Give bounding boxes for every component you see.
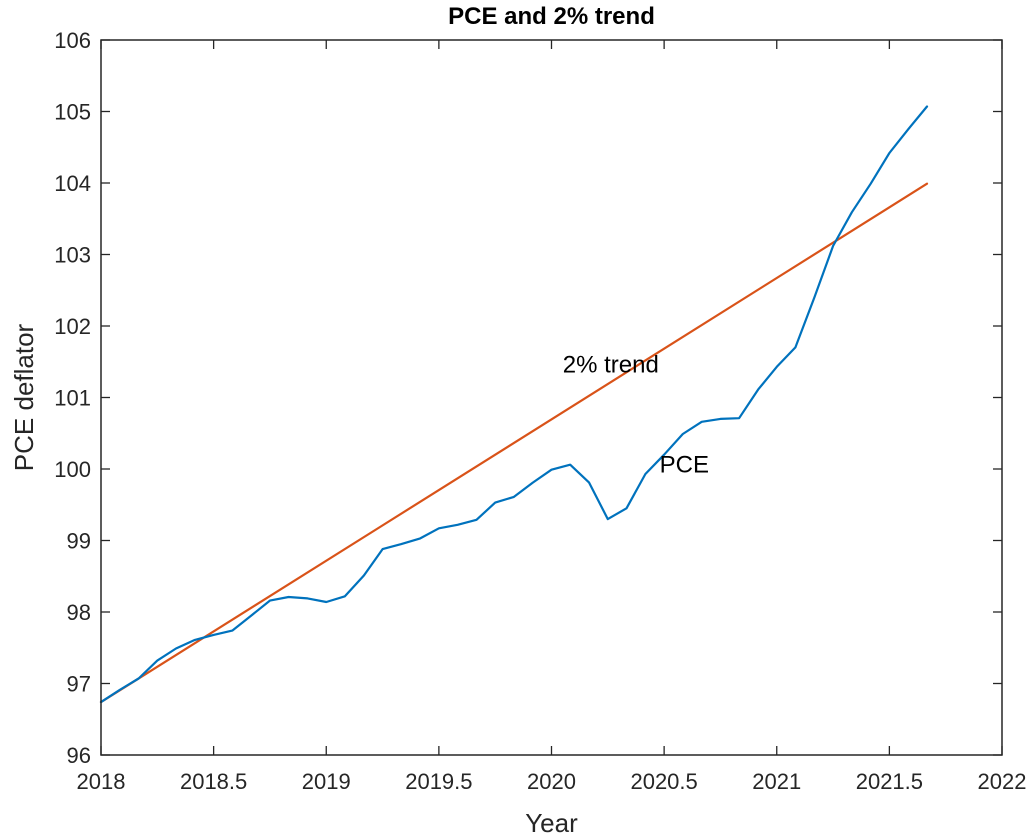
y-tick-label: 106 bbox=[54, 28, 91, 53]
y-tick-label: 101 bbox=[54, 386, 91, 411]
x-tick-label: 2021.5 bbox=[856, 769, 923, 794]
chart-title: PCE and 2% trend bbox=[448, 3, 655, 30]
pce-line bbox=[99, 105, 929, 704]
plot-box bbox=[100, 39, 1003, 756]
y-tick-label: 96 bbox=[67, 743, 91, 768]
y-tick-label: 97 bbox=[67, 672, 91, 697]
y-tick-label: 104 bbox=[54, 171, 91, 196]
x-axis-label: Year bbox=[525, 808, 578, 837]
x-tick-label: 2019 bbox=[302, 769, 351, 794]
y-tick-label: 105 bbox=[54, 100, 91, 125]
x-tick-label: 2021 bbox=[752, 769, 801, 794]
x-tick-label: 2020.5 bbox=[630, 769, 697, 794]
y-tick-label: 98 bbox=[67, 600, 91, 625]
x-tick-label: 2020 bbox=[527, 769, 576, 794]
y-tick-label: 103 bbox=[54, 243, 91, 268]
annotations: 2% trend PCE bbox=[563, 351, 709, 478]
x-ticks: 2018 2018.5 2019 2019.5 2020 2020.5 2021 2021.5… bbox=[77, 40, 1027, 794]
y-tick-label: 102 bbox=[54, 314, 91, 339]
x-tick-label: 2019.5 bbox=[405, 769, 472, 794]
x-tick-label: 2022 bbox=[978, 769, 1027, 794]
y-axis-label: PCE deflator bbox=[9, 323, 39, 471]
x-tick-label: 2018 bbox=[77, 769, 126, 794]
y-ticks: 96 97 98 99 100 101 102 103 104 105 106 bbox=[54, 28, 1002, 768]
annotation-label: 2% trend bbox=[563, 351, 659, 378]
y-tick-label: 99 bbox=[67, 529, 91, 554]
y-tick-label: 100 bbox=[54, 457, 91, 482]
annotation-label: PCE bbox=[660, 452, 709, 479]
2-trend-line bbox=[99, 182, 929, 704]
plot-area bbox=[101, 40, 1002, 755]
series bbox=[99, 105, 929, 704]
x-tick-label: 2018.5 bbox=[180, 769, 247, 794]
